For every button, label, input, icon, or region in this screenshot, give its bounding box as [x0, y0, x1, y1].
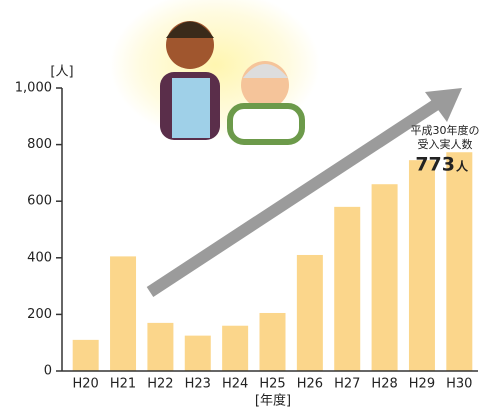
bar	[110, 256, 136, 371]
x-tick-label: H24	[222, 377, 248, 392]
x-tick-label: H27	[334, 377, 360, 392]
y-axis-label: [人]	[50, 65, 73, 80]
annotation-value: 773	[415, 154, 455, 176]
x-tick-label: H20	[73, 377, 99, 392]
chart: [人] [年度] 0 200 400 600 800 1,000 H20 H21 H22 H23 H…	[0, 0, 503, 411]
x-tick-label: H22	[147, 377, 173, 392]
bar	[147, 323, 173, 371]
x-tick-label: H25	[259, 377, 285, 392]
x-tick-label: H21	[110, 377, 136, 392]
annotation-line: 受入実人数	[418, 137, 473, 151]
bar	[372, 184, 398, 371]
bar	[297, 255, 323, 371]
x-axis-label: [年度]	[255, 393, 291, 409]
bar	[222, 326, 248, 371]
bar	[334, 207, 360, 371]
x-tick-label: H28	[371, 377, 397, 392]
y-tick-label: 1,000	[15, 81, 52, 96]
y-tick-label: 800	[27, 137, 52, 152]
x-tick-label: H23	[185, 377, 211, 392]
bar	[446, 152, 472, 371]
bar	[260, 313, 286, 371]
bar	[409, 160, 435, 371]
y-tick-label: 600	[27, 194, 52, 209]
annotation-unit: 人	[456, 159, 469, 174]
x-tick-label: H30	[446, 377, 472, 392]
illustration	[110, 0, 320, 142]
y-tick-label: 0	[44, 364, 52, 379]
x-tick-label: H29	[409, 377, 435, 392]
bar	[185, 336, 211, 371]
y-tick-label: 400	[27, 250, 52, 265]
bar	[73, 340, 99, 371]
y-tick-label: 200	[27, 307, 52, 322]
x-tick-label: H26	[297, 377, 323, 392]
annotation-line: 平成30年度の	[411, 123, 480, 137]
